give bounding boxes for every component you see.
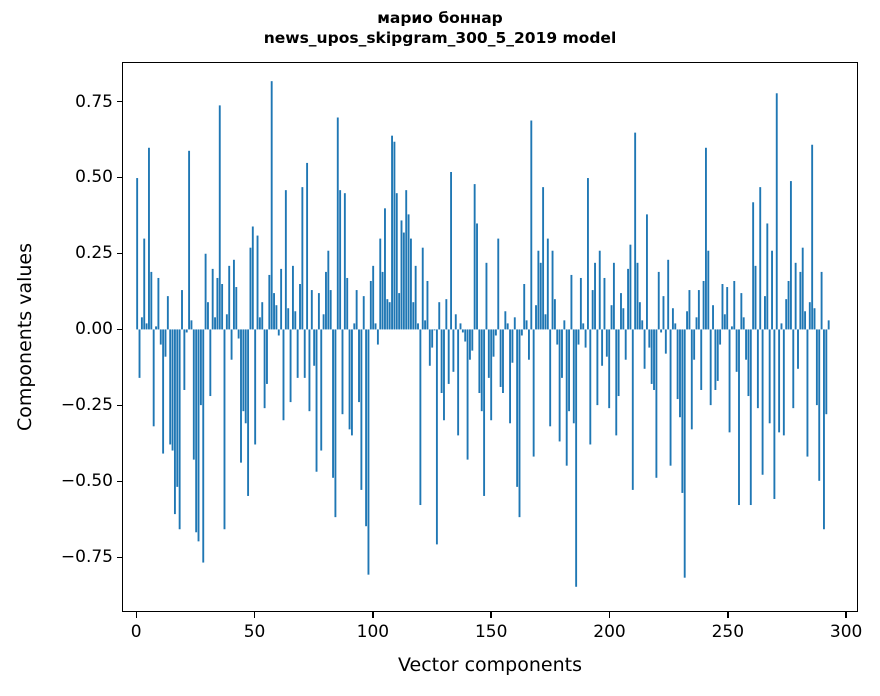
y-tick-mark bbox=[116, 100, 122, 103]
y-axis: 0.75 0.50 0.25 0.00 −0.25 −0.50 −0.75 bbox=[0, 62, 122, 612]
y-tick-label: 0.00 bbox=[75, 319, 113, 340]
bars-series bbox=[136, 81, 830, 587]
y-tick-label: 0.25 bbox=[75, 243, 113, 264]
x-tick-label: 0 bbox=[130, 622, 142, 642]
x-tick-mark bbox=[372, 612, 374, 618]
chart-title-line-1: марио боннар bbox=[377, 9, 503, 27]
chart-title-line-2: news_upos_skipgram_300_5_2019 model bbox=[263, 29, 617, 47]
plot-area bbox=[122, 62, 858, 612]
x-tick-mark bbox=[845, 612, 847, 618]
x-tick-label: 200 bbox=[593, 622, 626, 642]
x-tick-label: 50 bbox=[243, 622, 266, 642]
x-tick-mark bbox=[135, 612, 137, 618]
x-tick-mark bbox=[253, 612, 256, 618]
x-axis-label: Vector components bbox=[398, 654, 582, 676]
x-tick-mark bbox=[608, 612, 611, 618]
x-tick-label: 100 bbox=[356, 622, 390, 642]
y-tick-mark bbox=[116, 556, 122, 558]
x-axis: Vector components 0 50 100 150 200 250 300 bbox=[122, 612, 862, 696]
y-tick-label: 0.75 bbox=[75, 91, 113, 112]
y-tick-label: −0.50 bbox=[60, 471, 113, 492]
y-tick-mark bbox=[116, 480, 122, 483]
x-tick-label: 300 bbox=[829, 622, 863, 642]
x-tick-mark bbox=[727, 612, 729, 618]
y-tick-label: −0.25 bbox=[60, 395, 113, 416]
y-tick-mark bbox=[116, 252, 122, 255]
y-tick-mark bbox=[116, 176, 122, 179]
y-tick-label: −0.75 bbox=[60, 547, 113, 568]
y-tick-mark bbox=[116, 404, 122, 407]
x-tick-label: 250 bbox=[711, 622, 745, 642]
x-tick-mark bbox=[490, 612, 492, 618]
x-tick-label: 150 bbox=[474, 622, 508, 642]
y-tick-label: 0.50 bbox=[75, 167, 113, 188]
y-tick-mark bbox=[116, 328, 122, 331]
chart-title: марио боннар news_upos_skipgram_300_5_20… bbox=[0, 8, 880, 48]
